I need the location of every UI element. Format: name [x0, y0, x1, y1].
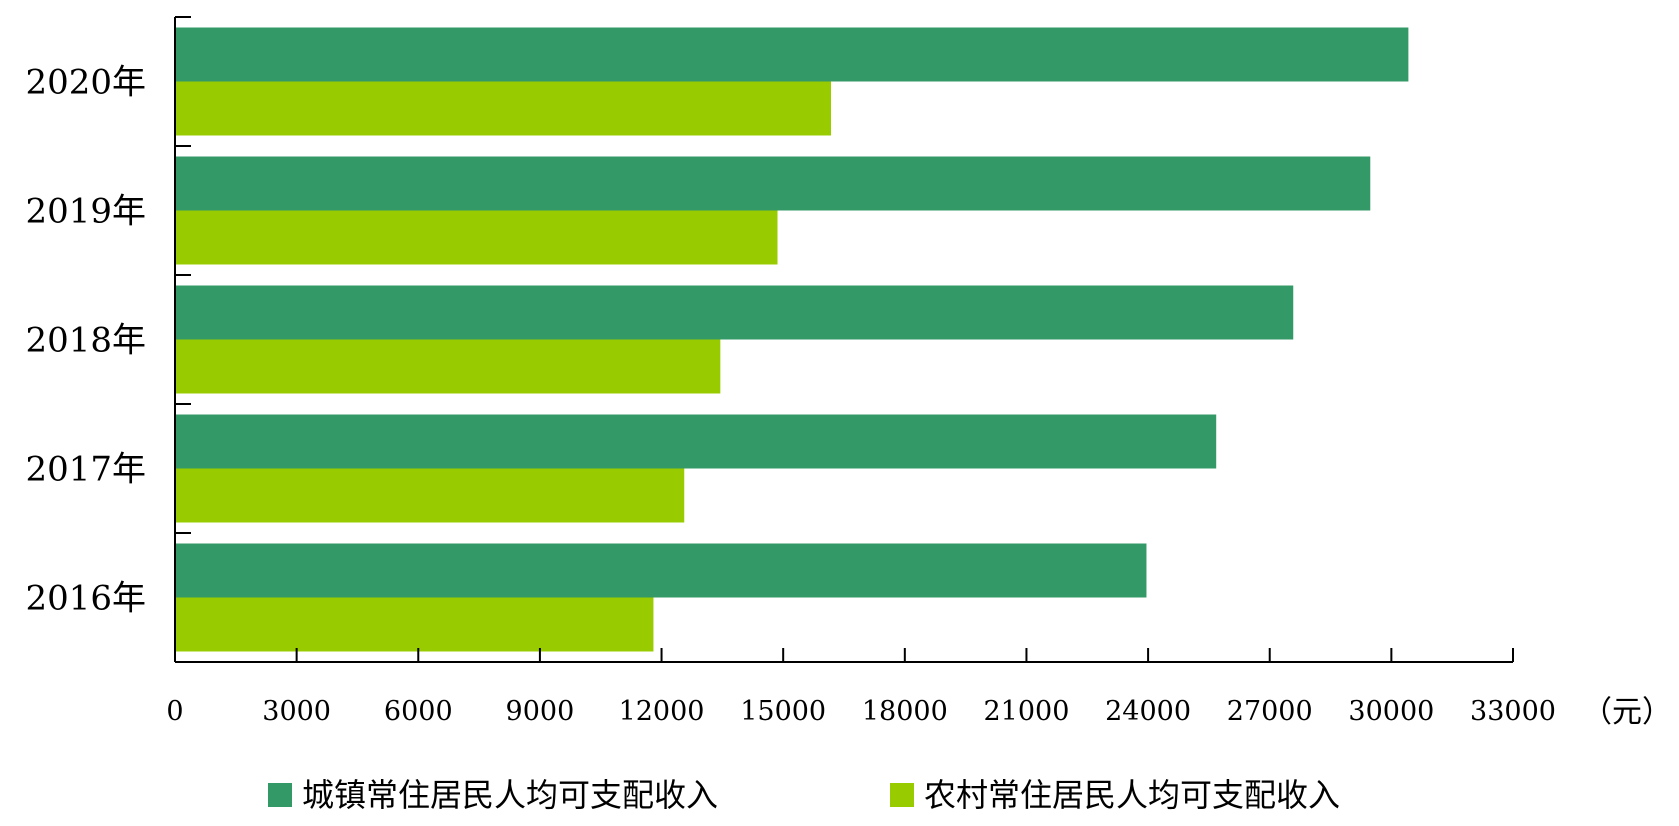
legend: 城镇常住居民人均可支配收入 农村常住居民人均可支配收入 — [268, 776, 1340, 814]
y-category-label: 2018年 — [25, 321, 146, 361]
y-category-label: 2017年 — [25, 450, 146, 490]
x-tick-label: 12000 — [619, 696, 705, 727]
x-tick-label: 15000 — [740, 696, 826, 727]
x-axis-unit-label: （元） — [1582, 695, 1672, 730]
legend-swatch — [268, 783, 292, 807]
bar-urban-1 — [175, 156, 1371, 211]
bar-rural-2 — [175, 339, 721, 394]
legend-swatch — [890, 783, 914, 807]
legend-item-urban: 城镇常住居民人均可支配收入 — [268, 776, 718, 814]
y-tick-labels: 2020年 2019年 2018年 2017年 2016年 — [25, 63, 146, 619]
x-tick-label: 24000 — [1105, 696, 1191, 727]
legend-label: 农村常住居民人均可支配收入 — [924, 776, 1340, 814]
x-tick-label: 27000 — [1227, 696, 1313, 727]
x-tick-labels: 0 3000 6000 9000 12000 15000 18000 21000 24000 27… — [166, 696, 1556, 727]
x-tick-label: 6000 — [384, 696, 453, 727]
x-tick-label: 30000 — [1348, 696, 1434, 727]
legend-label: 城镇常住居民人均可支配收入 — [302, 776, 718, 814]
x-tick-label: 9000 — [506, 696, 575, 727]
y-category-label: 2019年 — [25, 192, 146, 232]
bar-rural-1 — [175, 210, 778, 265]
bars-layer — [175, 27, 1409, 652]
legend-item-rural: 农村常住居民人均可支配收入 — [890, 776, 1340, 814]
x-tick-label: 21000 — [984, 696, 1070, 727]
bar-urban-3 — [175, 414, 1217, 469]
y-category-label: 2016年 — [25, 579, 146, 619]
bar-rural-3 — [175, 468, 685, 523]
y-category-label: 2020年 — [25, 63, 146, 103]
bar-rural-4 — [175, 597, 654, 652]
bar-urban-0 — [175, 27, 1409, 82]
x-tick-label: 18000 — [862, 696, 948, 727]
bar-urban-4 — [175, 543, 1147, 598]
bar-urban-2 — [175, 285, 1294, 340]
bar-rural-0 — [175, 81, 832, 136]
x-tick-label: 33000 — [1470, 696, 1556, 727]
x-tick-label: 0 — [166, 696, 183, 727]
x-ticks — [174, 648, 1514, 662]
x-tick-label: 3000 — [262, 696, 331, 727]
y-ticks — [175, 16, 191, 663]
